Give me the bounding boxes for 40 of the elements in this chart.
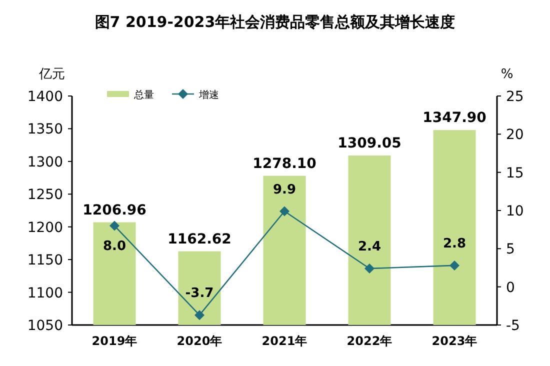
- y2-axis-title: %: [500, 67, 514, 82]
- legend-label: 增速: [198, 89, 219, 101]
- chart-title: 图7 2019-2023年社会消费品零售总额及其增长速度: [94, 13, 456, 31]
- x-tick-label: 2023年: [432, 334, 478, 348]
- data-label: 8.0: [102, 238, 126, 254]
- data-label: 1278.10: [252, 156, 317, 172]
- y2-tick-label: 15: [506, 165, 524, 182]
- y2-tick-label: 0: [506, 280, 515, 296]
- point: [450, 260, 460, 270]
- y2-tick-label: 20: [506, 127, 524, 144]
- y-tick-label: 1250: [27, 187, 63, 204]
- x-tick-label: 2022年: [346, 334, 392, 348]
- data-label: 1206.96: [82, 202, 146, 218]
- data-label: 1347.90: [422, 110, 487, 126]
- y-tick-label: 1400: [27, 89, 63, 105]
- x-tick-label: 2021年: [262, 334, 308, 348]
- data-label: 2.8: [442, 236, 466, 252]
- legend-label: 总量: [133, 89, 154, 101]
- x-tick-label: 2019年: [92, 334, 138, 348]
- data-label: 9.9: [272, 182, 296, 198]
- y2-tick-label: 25: [506, 89, 524, 105]
- x-tick-label: 2020年: [176, 334, 222, 348]
- y-tick-label: 1300: [27, 154, 63, 170]
- y-tick-label: 1100: [27, 285, 63, 302]
- y-axis-title: 亿元: [38, 67, 65, 82]
- data-label: 1162.62: [168, 231, 232, 248]
- y2-tick-label: 5: [506, 242, 515, 258]
- data-label: -3.7: [185, 286, 214, 302]
- data-label: 1309.05: [338, 136, 402, 152]
- point: [194, 310, 204, 320]
- y-tick-label: 1200: [27, 220, 63, 236]
- point: [280, 206, 290, 216]
- data-label: 2.4: [358, 240, 382, 255]
- y2-tick-label: -5: [506, 318, 520, 334]
- y-tick-label: 1350: [27, 122, 63, 138]
- y-tick-label: 1050: [27, 318, 63, 334]
- y2-tick-label: 10: [506, 204, 524, 220]
- point: [110, 220, 120, 231]
- y-tick-label: 1150: [27, 252, 63, 269]
- point: [364, 264, 374, 274]
